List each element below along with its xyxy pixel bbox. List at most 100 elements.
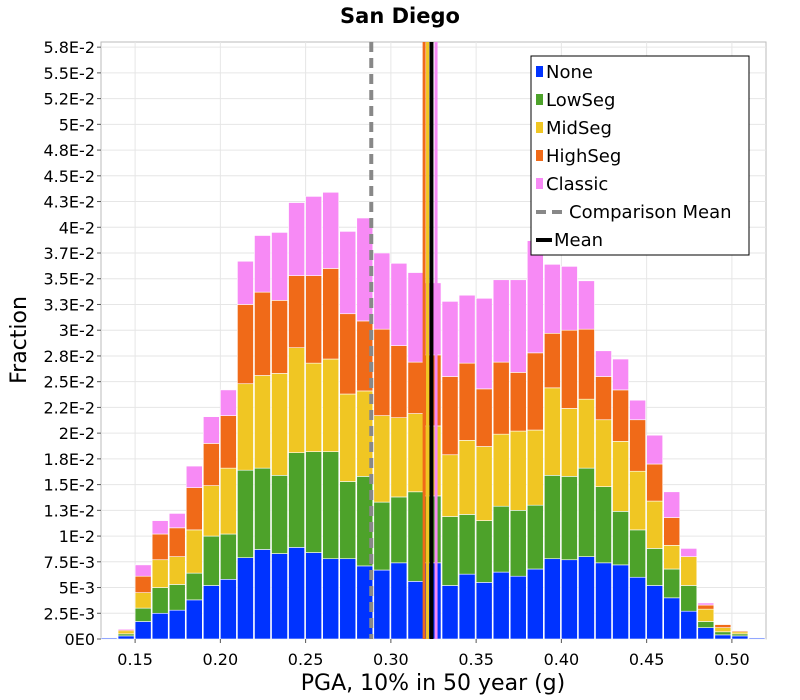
bar-none [203,585,220,640]
bar-lowseg [134,607,152,622]
bar-lowseg [629,529,646,578]
bar-lowseg [561,476,578,561]
bar-classic [237,260,254,305]
bar-highseg [407,361,425,414]
bar-none [373,569,391,640]
bar-none [100,637,118,640]
bar-midseg [185,529,203,574]
mean-lines [369,42,438,639]
y-tick-label: 4E-2 [59,218,95,237]
bar-midseg [254,375,271,469]
y-tick-label: 5.2E-2 [43,90,95,109]
bar-none [492,571,510,640]
y-tick-label: 3.7E-2 [43,244,95,263]
bar-classic [612,358,629,391]
bar-none [322,558,340,640]
bar-none [271,553,288,640]
bar-lowseg [646,548,663,586]
bar-lowseg [185,572,203,601]
bar-midseg [509,430,527,511]
y-tick-label: 5E-3 [59,579,95,598]
bar-lowseg [203,535,220,586]
y-tick-label: 0E0 [65,630,95,649]
y-tick-label: 5.8E-2 [43,38,95,57]
bar-highseg [475,388,493,447]
legend-label: MidSeg [546,118,612,139]
bar-none [390,562,408,640]
x-tick-label: 0.50 [714,650,750,669]
bar-classic [561,266,578,331]
bar-midseg [714,627,732,633]
bar-classic [475,297,493,390]
bar-highseg [305,275,322,364]
y-tick-label: 4.8E-2 [43,141,95,160]
bar-none [578,556,595,640]
y-tick-label: 2.5E-3 [43,604,95,623]
legend-label: None [546,62,593,83]
bar-highseg [151,533,169,561]
legend-label: Mean [554,230,603,251]
bar-lowseg [509,510,527,577]
bar-classic [492,279,510,363]
bar-midseg [458,440,476,515]
bar-none [646,585,663,640]
bar-classic [578,280,595,330]
bar-none [151,612,169,640]
bar-classic [305,196,322,276]
y-tick-label: 5E-2 [59,115,95,134]
legend-label: Comparison Mean [569,202,732,223]
bar-classic [441,301,459,377]
bar-midseg [612,441,629,512]
bar-classic [526,240,544,354]
bar-none [117,635,135,640]
bar-lowseg [117,633,135,637]
bar-lowseg [612,511,629,566]
bar-classic [646,434,663,465]
bar-midseg [595,419,612,487]
bar-highseg [237,304,254,385]
bar-midseg [475,446,493,521]
bar-none [595,562,612,640]
bar-lowseg [271,475,288,554]
bar-none [254,549,271,640]
bar-lowseg [254,467,271,550]
bar-highseg [322,268,340,360]
bar-none [697,627,715,640]
bar-lowseg [168,584,186,611]
bar-classic [509,279,527,373]
bar-lowseg [714,631,732,636]
bar-highseg [578,328,595,400]
bar-highseg [697,604,715,610]
bar-classic [373,252,391,330]
bar-highseg [220,415,237,469]
y-tick-label: 2.5E-2 [43,373,95,392]
y-tick-label: 3.5E-2 [43,270,95,289]
bar-midseg [731,631,749,635]
bar-classic [458,294,476,364]
bar-midseg [151,559,169,588]
bar-lowseg [680,585,698,612]
bar-classic [288,202,305,276]
y-tick-label: 1.3E-2 [43,501,95,520]
bar-midseg [526,429,544,506]
bar-classic [134,564,152,577]
bar-highseg [203,443,220,486]
legend-label: HighSeg [546,146,621,167]
y-tick-label: 2.2E-2 [43,398,95,417]
bar-highseg [731,630,749,633]
y-tick-label: 3E-2 [59,321,95,340]
bar-highseg [612,389,629,442]
bar-midseg [663,545,681,570]
bar-none [134,621,152,640]
bar-midseg [544,387,561,476]
y-tick-label: 4.5E-2 [43,167,95,186]
bar-classic [271,232,288,301]
bar-none [663,597,681,640]
bar-midseg [407,413,425,493]
bar-none [612,564,629,640]
bar-lowseg [237,469,254,558]
bar-classic [595,350,612,377]
bar-lowseg [526,504,544,570]
bar-highseg [339,313,357,395]
